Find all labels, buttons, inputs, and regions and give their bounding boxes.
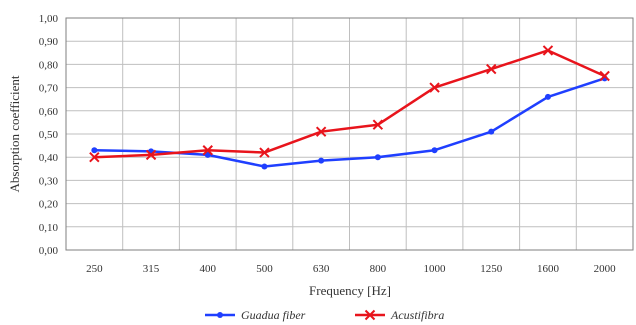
y-tick-label: 0,50 [39,129,59,141]
x-tick-label: 1600 [537,263,560,275]
data-point [89,151,100,163]
y-tick-label: 1,00 [39,13,59,25]
series-layer [89,45,610,170]
legend: Guadua fiber Acustifibra [205,308,444,322]
data-point [544,93,551,100]
x-tick-label: 630 [313,263,330,275]
grid-layer [65,17,634,251]
legend-marker [217,312,223,318]
y-tick-label: 0,70 [39,83,59,95]
y-tick-label: 0,40 [39,152,59,164]
y-tick-labels: 0,00 0,10 0,20 0,30 0,40 0,50 0,60 0,70 0,80 0,90… [39,13,59,257]
plot-frame [65,17,634,251]
data-point [91,147,98,154]
x-tick-label: 315 [143,263,160,275]
y-tick-label: 0,30 [39,175,59,187]
x-tick-label: 1250 [480,263,503,275]
data-point [315,126,327,137]
data-point [259,147,270,158]
data-point [202,145,213,156]
data-point [145,149,157,161]
legend-entry: Guadua fiber [205,308,306,322]
data-point [318,157,325,164]
y-tick-label: 0,00 [39,245,59,257]
x-tick-label: 250 [86,263,103,275]
legend-entry: Acustifibra [355,308,444,322]
data-point [542,45,554,56]
x-tick-label: 500 [256,263,273,275]
data-point [599,70,610,82]
y-tick-label: 0,10 [39,222,59,234]
data-point [204,151,211,158]
data-point [429,82,440,93]
x-tick-label: 800 [370,263,387,275]
data-point [372,119,384,130]
data-point [261,163,268,170]
data-point [431,147,438,154]
x-tick-label: 400 [200,263,217,275]
data-point [486,63,497,75]
y-axis-title: Absorption coefficient [7,75,22,192]
legend-label: Guadua fiber [241,308,306,322]
series-line-2 [94,49,606,159]
x-tick-label: 1000 [424,263,447,275]
x-axis-title: Frequency [Hz] [309,283,391,298]
y-tick-label: 0,20 [39,199,59,211]
legend-marker [364,309,376,321]
y-tick-label: 0,90 [39,36,59,48]
data-point [488,128,495,135]
x-tick-labels: 250 315 400 500 630 800 1000 1250 1600 2000 [86,263,616,275]
y-tick-label: 0,80 [39,59,59,71]
x-tick-label: 2000 [594,263,617,275]
legend-label: Acustifibra [390,308,444,322]
data-point [374,154,381,161]
y-tick-label: 0,60 [39,106,59,118]
